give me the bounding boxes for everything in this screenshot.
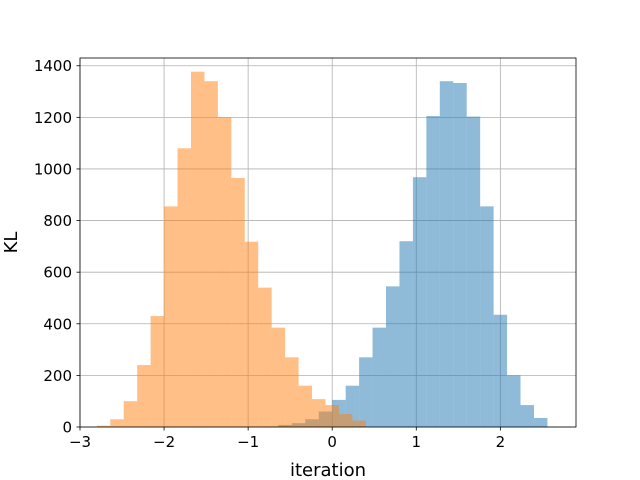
- histogram-bar-series-1: [453, 83, 467, 428]
- histogram-bar-series-2: [258, 287, 272, 427]
- histogram-bar-series-1: [520, 405, 534, 427]
- histogram-bar-series-1: [466, 116, 481, 427]
- y-tick-label: 400: [43, 315, 72, 333]
- histogram-bar-series-1: [372, 327, 387, 427]
- y-tick-label: 1000: [34, 160, 72, 178]
- histogram-bar-series-1: [412, 177, 427, 427]
- histogram-bar-series-1: [399, 241, 413, 427]
- histogram-bar-series-2: [150, 316, 165, 427]
- histogram-bar-series-1: [359, 357, 373, 427]
- histogram-bar-series-2: [325, 405, 339, 427]
- axis-ticks: −3 −2 −1 0 1 2 0 200 400 600 800 1000 1200 1400: [34, 57, 505, 451]
- histogram-bar-series-1: [426, 116, 440, 427]
- histogram-bar-series-2: [137, 365, 151, 427]
- x-axis-label: iteration: [290, 460, 366, 480]
- histogram-bar-series-2: [298, 385, 313, 427]
- y-tick-label: 600: [43, 264, 72, 282]
- x-tick-label: −1: [237, 433, 259, 451]
- histogram-bar-series-2: [123, 401, 138, 427]
- y-tick-label: 200: [43, 367, 72, 385]
- histogram-bar-series-2: [217, 117, 232, 428]
- histogram-bar-series-2: [177, 148, 191, 427]
- histogram-bar-series-1: [439, 81, 454, 427]
- x-tick-label: 1: [411, 433, 421, 451]
- histogram-bar-series-2: [110, 419, 124, 427]
- histogram-bar-series-2: [271, 327, 286, 427]
- histogram-bar-series-1: [480, 206, 494, 427]
- histogram-bar-series-2: [352, 420, 366, 427]
- histogram-bar-series-2: [244, 241, 259, 427]
- histogram-bar-series-2: [338, 414, 353, 427]
- y-tick-label: 1200: [34, 109, 72, 127]
- histogram-bar-series-1: [493, 314, 508, 427]
- y-tick-label: 0: [62, 419, 72, 437]
- histogram-bar-series-2: [164, 206, 178, 427]
- y-tick-label: 800: [43, 212, 72, 230]
- y-axis-label: KL: [1, 232, 22, 254]
- histogram-bar-series-2: [190, 71, 205, 428]
- y-tick-label: 1400: [34, 57, 72, 75]
- histogram-bar-series-1: [386, 286, 400, 427]
- x-tick-label: 2: [496, 433, 506, 451]
- histogram-bar-series-2: [204, 81, 218, 427]
- histogram-bar-series-2: [312, 399, 326, 427]
- x-tick-label: −2: [153, 433, 175, 451]
- histogram-bar-series-2: [285, 357, 299, 427]
- histogram-bar-series-1: [533, 417, 548, 427]
- histogram-bar-series-2: [231, 177, 245, 427]
- histogram-bar-series-2: [96, 425, 111, 427]
- x-tick-label: −3: [69, 433, 91, 451]
- plot-frame: [79, 57, 577, 428]
- histogram-bars: [96, 71, 548, 428]
- histogram-bar-series-1: [507, 375, 521, 427]
- x-tick-label: 0: [327, 433, 337, 451]
